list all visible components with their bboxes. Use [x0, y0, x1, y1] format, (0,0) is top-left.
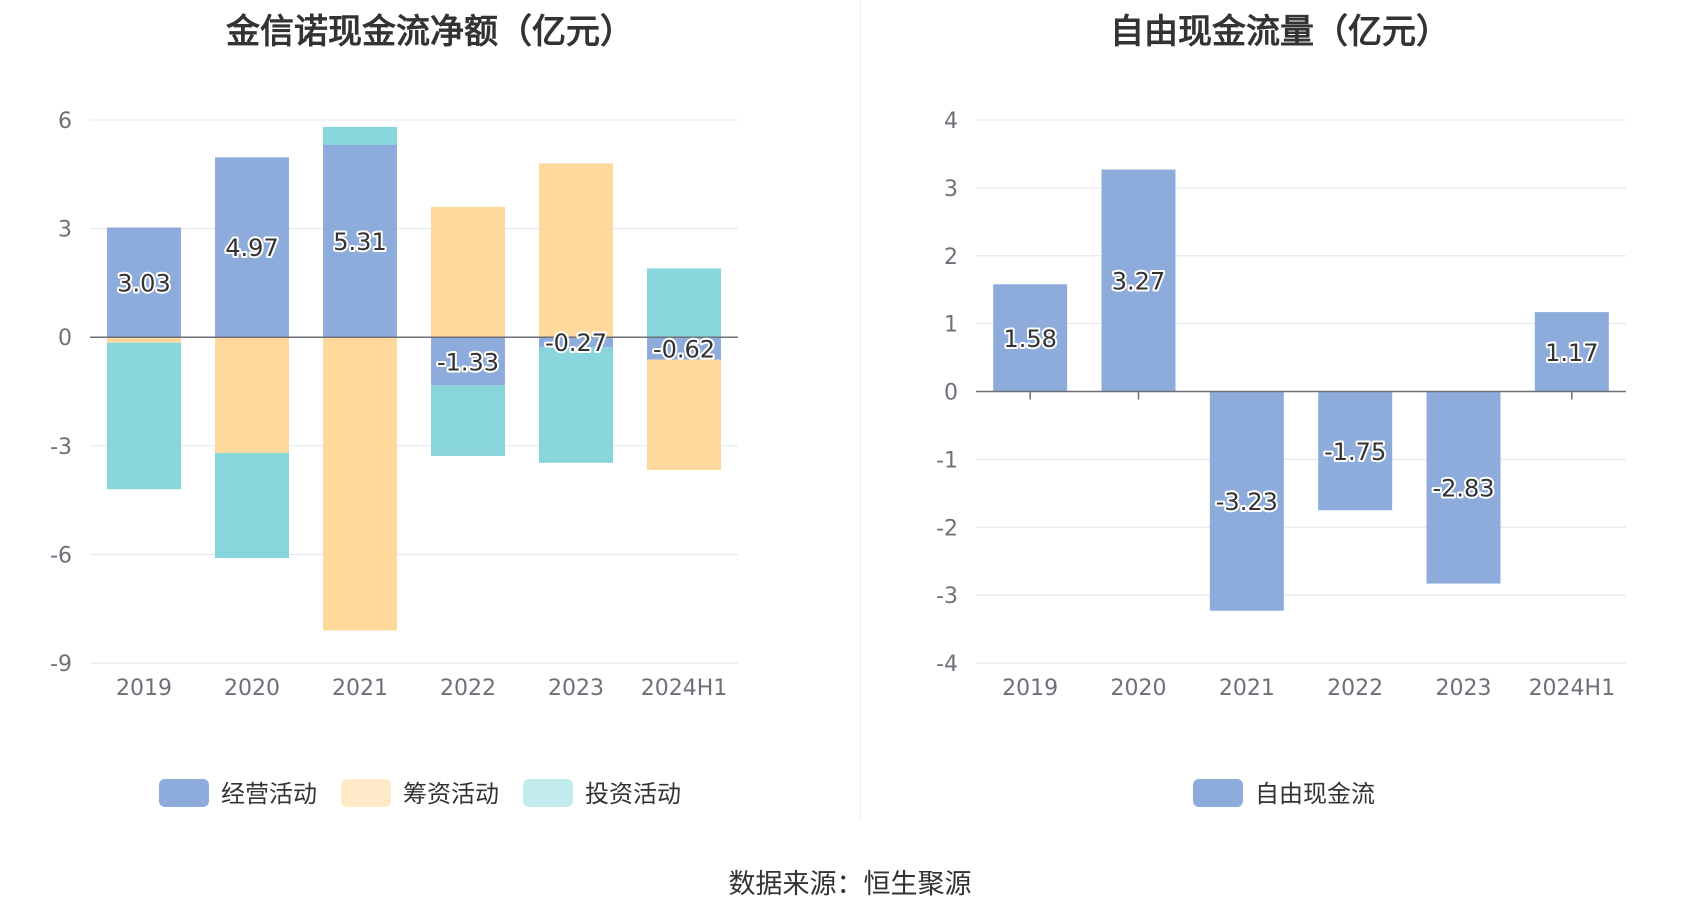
- data-label: -2.83: [1432, 475, 1494, 503]
- y-tick-label: -1: [936, 448, 958, 473]
- panel-divider: [860, 0, 861, 820]
- cashflow-net-chart: 6 3 0 -3 -6 -9 2019 2020 2021 2022 2023 2024H1 3.03 4…: [50, 109, 738, 808]
- data-label: 3.03: [117, 269, 170, 297]
- data-label: 1.58: [1003, 325, 1056, 353]
- y-tick-label: 4: [944, 109, 958, 134]
- bar: [107, 342, 181, 490]
- bar: [647, 337, 721, 360]
- y-tick-label: 1: [944, 313, 958, 338]
- bar: [1318, 391, 1393, 511]
- y-tick-label: 0: [944, 381, 958, 406]
- y-tick-label: -2: [936, 516, 958, 541]
- x-tick-label: 2022: [1327, 676, 1383, 701]
- x-tick-label: 2024H1: [1529, 676, 1616, 701]
- x-tick-label: 2021: [332, 676, 388, 701]
- legend-swatch: [159, 779, 209, 807]
- y-tick-label: -6: [50, 543, 72, 568]
- x-tick-label: 2024H1: [641, 676, 728, 701]
- y-tick-label: -3: [50, 435, 72, 460]
- chart-title: 金信诺现金流净额（亿元）: [226, 12, 634, 52]
- bar: [323, 144, 397, 338]
- legend-label: 自由现金流: [1255, 780, 1375, 808]
- bar: [1426, 391, 1501, 584]
- x-tick-label: 2020: [1111, 676, 1167, 701]
- data-label: -1.75: [1324, 438, 1386, 466]
- y-tick-label: -3: [936, 584, 958, 609]
- data-label: -1.33: [437, 348, 499, 376]
- bar: [431, 385, 505, 456]
- bar: [431, 206, 505, 338]
- y-tick-label: -4: [936, 652, 958, 677]
- bar: [647, 268, 721, 338]
- y-tick-label: -9: [50, 652, 72, 677]
- y-tick-label: 3: [58, 218, 72, 243]
- data-label: 4.97: [225, 234, 278, 262]
- bar: [539, 337, 613, 347]
- data-label: -0.27: [545, 329, 607, 357]
- legend-label: 投资活动: [585, 780, 681, 808]
- chart-title: 自由现金流量（亿元）: [1110, 12, 1450, 52]
- data-label: -0.62: [653, 335, 715, 363]
- cashflow-net-panel: 金信诺现金流净额（亿元） 6 3 0 -3 -6 -9 2019 2020 2021 2022 20…: [0, 0, 860, 830]
- bar: [215, 337, 289, 454]
- bar: [1209, 391, 1284, 611]
- x-tick-label: 2019: [1002, 676, 1058, 701]
- bar: [431, 337, 505, 386]
- x-tick-label: 2021: [1219, 676, 1275, 701]
- x-tick-label: 2023: [548, 676, 604, 701]
- x-tick-label: 2022: [440, 676, 496, 701]
- free-cashflow-panel: 自由现金流量（亿元） 4 3 2 1 0 -1 -2 -3 -4 2019 2020 2021 2022…: [860, 0, 1700, 830]
- data-label: 5.31: [333, 228, 386, 256]
- legend-swatch: [341, 779, 391, 807]
- data-label: 1.17: [1545, 339, 1598, 367]
- x-tick-label: 2023: [1436, 676, 1492, 701]
- bar: [993, 284, 1068, 392]
- free-cashflow-chart: 4 3 2 1 0 -1 -2 -3 -4 2019 2020 2021 2022 2023 2024H1 1…: [936, 109, 1626, 808]
- y-tick-label: 2: [944, 245, 958, 270]
- y-tick-label: 6: [58, 109, 72, 134]
- bar: [323, 126, 397, 145]
- y-tick-label: 0: [58, 326, 72, 351]
- bar: [323, 337, 397, 631]
- data-label: 3.27: [1112, 268, 1165, 296]
- data-source: 数据来源：恒生聚源: [728, 869, 972, 900]
- data-label: -3.23: [1216, 488, 1278, 516]
- bar: [1101, 169, 1176, 392]
- x-tick-label: 2019: [116, 676, 172, 701]
- bar: [1534, 312, 1609, 392]
- bar: [107, 227, 181, 338]
- x-tick-label: 2020: [224, 676, 280, 701]
- bar: [215, 157, 289, 338]
- y-tick-label: 3: [944, 177, 958, 202]
- legend-swatch: [1193, 779, 1243, 807]
- bar: [539, 163, 613, 338]
- bar: [215, 453, 289, 559]
- legend-label: 经营活动: [221, 780, 317, 808]
- bar: [539, 346, 613, 463]
- legend-swatch: [523, 779, 573, 807]
- bar: [647, 359, 721, 471]
- bar: [107, 337, 181, 343]
- legend-label: 筹资活动: [403, 780, 499, 808]
